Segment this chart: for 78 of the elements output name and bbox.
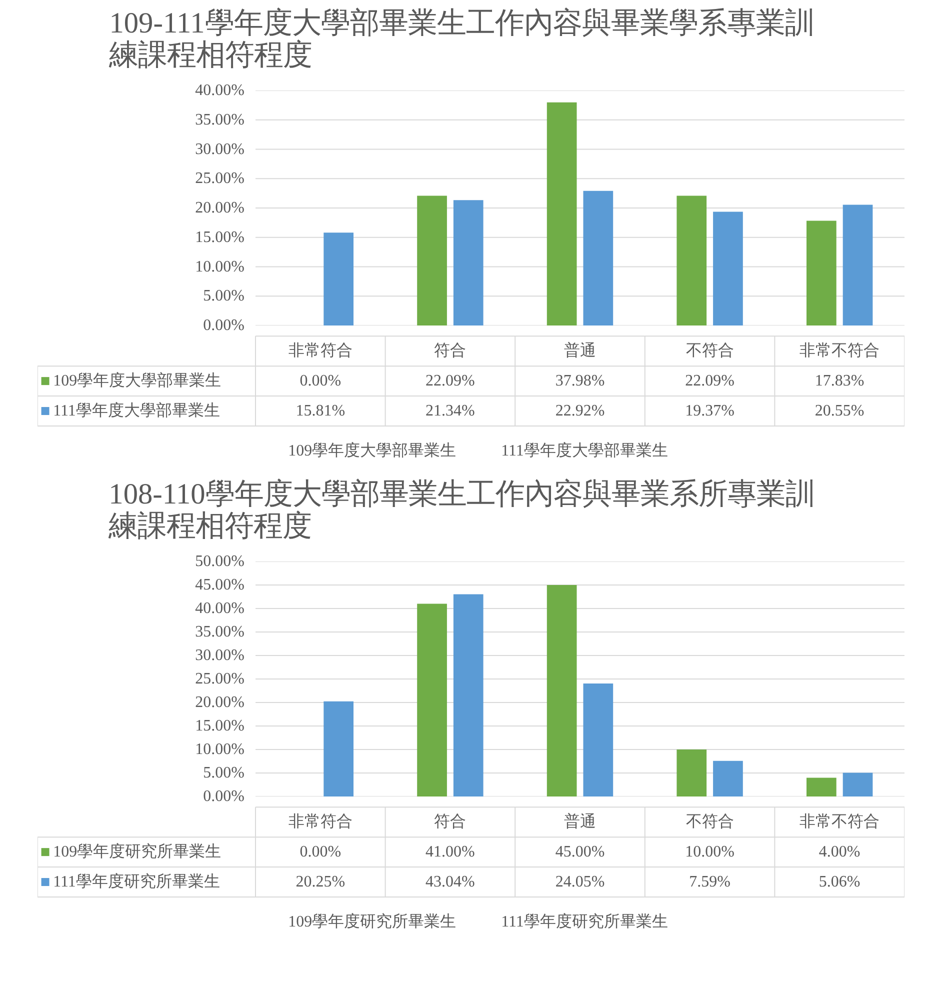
- y-tick-label: 30.00%: [195, 647, 244, 664]
- data-label: 20.25%: [296, 874, 346, 891]
- y-tick-label: 40.00%: [195, 600, 244, 617]
- bar: [324, 232, 354, 326]
- bar: [713, 760, 743, 796]
- text: 111學年度大學部畢業生: [501, 442, 668, 460]
- y-tick-label: 30.00%: [195, 140, 244, 158]
- category-label: 非常不符合: [800, 814, 880, 831]
- bar: [546, 585, 577, 796]
- data-label: 4.00%: [818, 844, 860, 861]
- data-label: 7.59%: [689, 874, 730, 891]
- bar: [676, 750, 707, 796]
- category-label: 普通: [564, 342, 596, 360]
- data-label: 0.00%: [300, 844, 342, 861]
- y-tick-label: 0.00%: [203, 788, 244, 805]
- category-label: 符合: [434, 342, 466, 360]
- category-label: 不符合: [686, 814, 734, 831]
- bar: [324, 701, 354, 796]
- y-tick-label: 10.00%: [195, 258, 244, 276]
- bar: [583, 683, 614, 796]
- y-tick-label: 20.00%: [195, 694, 244, 711]
- data-label: 20.55%: [814, 402, 864, 420]
- data-label: 19.37%: [685, 402, 734, 420]
- data-label: 22.09%: [426, 372, 475, 390]
- data-label: 17.83%: [814, 372, 864, 390]
- chart-title: 108-110學年度大學部畢業生工作內容與畢業系所專業訓練課程相符程度: [108, 478, 814, 542]
- y-tick-label: 5.00%: [203, 288, 244, 305]
- data-label: 41.00%: [426, 844, 475, 861]
- y-tick-label: 45.00%: [195, 576, 244, 594]
- data-label: 22.09%: [685, 372, 734, 390]
- bar: [842, 772, 873, 796]
- y-tick-label: 5.00%: [203, 764, 244, 782]
- category-label: 非常符合: [288, 814, 352, 831]
- data-label: 10.00%: [685, 844, 734, 861]
- bar: [453, 200, 484, 326]
- y-tick-label: 35.00%: [195, 624, 244, 640]
- category-label: 符合: [434, 814, 466, 831]
- bar: [453, 594, 484, 796]
- bar: [417, 604, 447, 796]
- text: 109學年度研究所畢業生: [288, 914, 456, 930]
- text: 109學年度大學部畢業生: [288, 442, 456, 460]
- bar: [806, 220, 836, 326]
- category-label: 非常符合: [288, 342, 352, 360]
- data-label: 21.34%: [426, 402, 475, 420]
- y-tick-label: 25.00%: [195, 170, 244, 188]
- bar: [806, 778, 836, 796]
- bar: [417, 196, 447, 326]
- y-tick-label: 40.00%: [195, 82, 244, 99]
- y-tick-label: 50.00%: [195, 553, 244, 570]
- category-label: 不符合: [686, 342, 734, 360]
- y-tick-label: 10.00%: [195, 741, 244, 758]
- legend-label: 111學年度大學部畢業生: [53, 402, 220, 420]
- bar: [583, 190, 614, 326]
- data-label: 0.00%: [300, 372, 342, 390]
- data-label: 24.05%: [555, 874, 605, 891]
- bar: [546, 102, 577, 326]
- category-label: 非常不符合: [800, 342, 880, 360]
- data-label: 45.00%: [555, 844, 605, 861]
- legend-label: 109學年度大學部畢業生: [53, 372, 222, 390]
- bar: [713, 212, 743, 326]
- category-label: 普通: [564, 814, 596, 831]
- data-label: 37.98%: [555, 372, 605, 390]
- legend-label: 111學年度研究所畢業生: [53, 872, 220, 891]
- y-tick-label: 20.00%: [195, 200, 244, 216]
- bar: [676, 196, 707, 326]
- y-tick-label: 15.00%: [195, 718, 244, 734]
- data-label: 15.81%: [296, 402, 346, 420]
- data-label: 5.06%: [818, 874, 860, 891]
- y-tick-label: 35.00%: [195, 111, 244, 128]
- data-label: 43.04%: [426, 874, 475, 891]
- data-label: 22.92%: [555, 402, 605, 420]
- y-tick-label: 0.00%: [203, 317, 244, 334]
- y-tick-label: 15.00%: [195, 228, 244, 246]
- legend-label: 109學年度研究所畢業生: [53, 842, 222, 861]
- y-tick-label: 25.00%: [195, 670, 244, 688]
- text: 111學年度研究所畢業生: [501, 914, 668, 930]
- chart-title: 109-111學年度大學部畢業生工作內容與畢業學系專業訓練課程相符程度: [108, 8, 814, 72]
- bar: [842, 204, 873, 326]
